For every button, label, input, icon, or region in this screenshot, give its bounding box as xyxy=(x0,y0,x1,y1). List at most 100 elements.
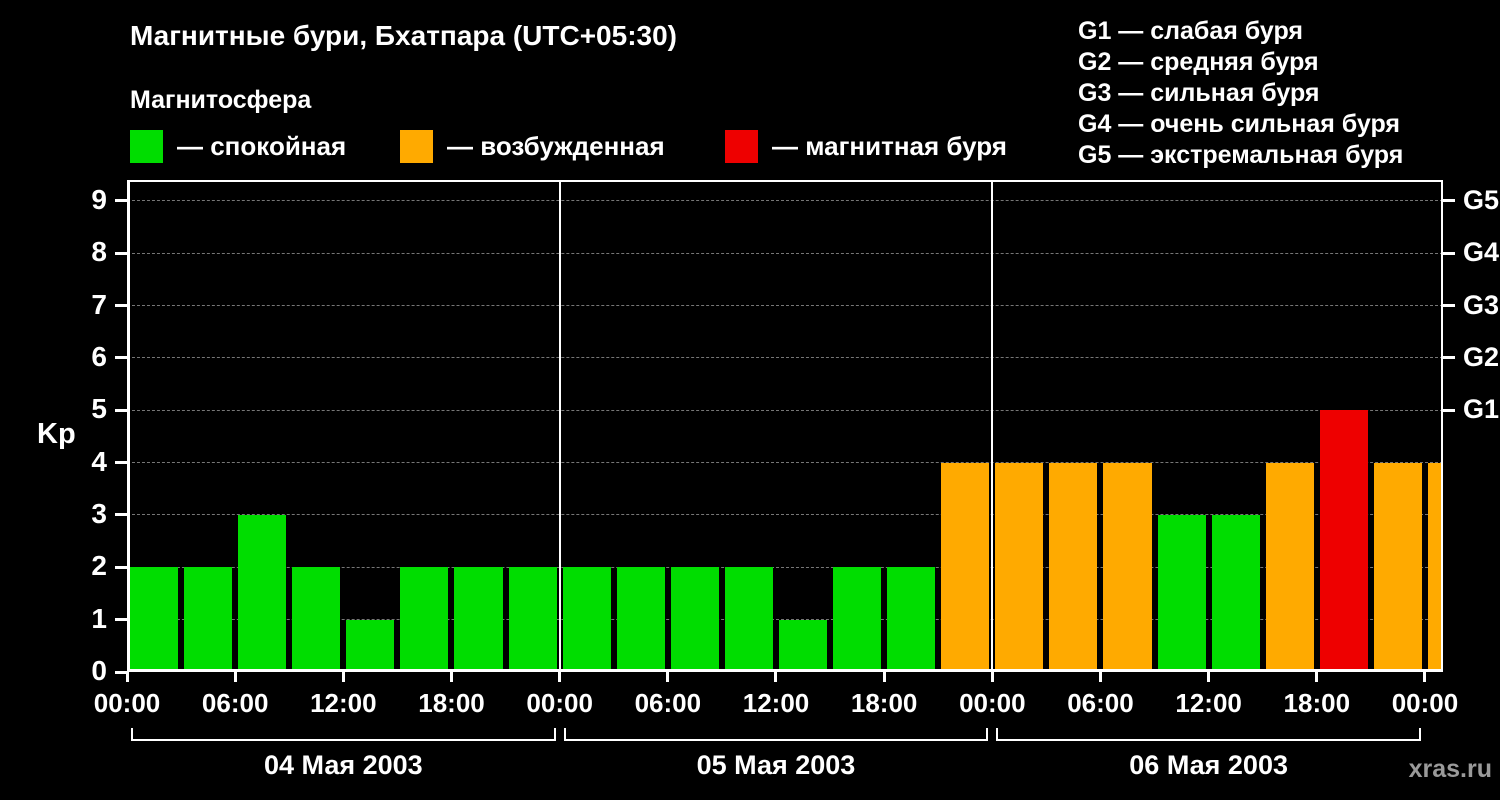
x-tick-label: 00:00 xyxy=(526,688,593,718)
kp-bar xyxy=(1373,462,1422,672)
x-tick-label: 00:00 xyxy=(93,688,161,718)
y-tick-label: 8 xyxy=(91,236,107,268)
day-label: 04 Мая 2003 xyxy=(263,750,423,780)
kp-bar xyxy=(995,462,1044,672)
y-tick xyxy=(115,356,127,360)
g-scale-legend: G1 — слабая буря G2 — средняя буря G3 — си… xyxy=(1078,16,1403,171)
x-tick-label: 12:00 xyxy=(742,688,810,718)
g-legend-line: G5 — экстремальная буря xyxy=(1078,141,1404,169)
g-tick xyxy=(1443,199,1455,203)
y-tick xyxy=(115,251,127,255)
x-tick xyxy=(774,672,778,682)
gridline xyxy=(127,252,1443,254)
y-tick-label: 1 xyxy=(91,602,107,634)
kp-bar xyxy=(941,462,990,672)
kp-bar xyxy=(130,567,179,672)
kp-bar xyxy=(454,567,503,672)
gridline xyxy=(127,566,1443,568)
legend-item-excited: — возбужденная xyxy=(400,130,665,163)
y-tick-label: 5 xyxy=(91,393,107,425)
y-tick xyxy=(115,618,127,622)
gridline xyxy=(127,619,1443,621)
x-tick-label: 18:00 xyxy=(850,688,918,718)
kp-bar xyxy=(724,567,773,672)
gridline xyxy=(127,305,1443,307)
kp-bar xyxy=(1049,462,1098,672)
x-tick xyxy=(449,672,453,682)
quiet-color-swatch xyxy=(130,130,163,163)
day-bracket xyxy=(131,728,556,741)
excited-color-swatch xyxy=(400,130,433,163)
g-legend-line: G4 — очень сильная буря xyxy=(1078,110,1400,138)
y-tick xyxy=(115,565,127,569)
y-tick xyxy=(115,199,127,203)
kp-bar xyxy=(1211,514,1260,672)
y-tick-label: 7 xyxy=(91,288,107,320)
x-tick xyxy=(990,672,994,682)
g-axis-label: G5 xyxy=(1463,184,1500,215)
day-label: 06 Мая 2003 xyxy=(1129,750,1288,780)
gridline xyxy=(127,514,1443,516)
kp-bar xyxy=(184,567,233,672)
g-axis-label: G4 xyxy=(1463,237,1500,268)
kp-bar xyxy=(1103,462,1152,672)
y-tick-label: 0 xyxy=(91,655,107,686)
chart-title: Магнитные бури, Бхатпара (UTC+05:30) xyxy=(130,20,677,51)
kp-bar xyxy=(346,619,395,672)
legend-item-label: — магнитная буря xyxy=(772,131,1007,161)
kp-bar xyxy=(562,567,611,672)
y-axis-title: Kp xyxy=(37,418,76,451)
x-tick xyxy=(125,672,129,682)
x-tick-label: 06:00 xyxy=(1067,688,1134,718)
gridline xyxy=(127,462,1443,464)
day-separator-line xyxy=(991,180,994,672)
kp-bar xyxy=(508,567,557,672)
legend-heading: Магнитосфера xyxy=(130,86,312,114)
x-tick-label: 12:00 xyxy=(1175,688,1242,718)
y-tick xyxy=(115,408,127,412)
kp-bar xyxy=(1157,514,1206,672)
kp-bar xyxy=(1427,462,1443,672)
x-tick-label: 00:00 xyxy=(959,688,1026,718)
gridline xyxy=(127,200,1443,202)
x-tick xyxy=(1315,672,1319,682)
kp-bar xyxy=(887,567,936,672)
day-bracket xyxy=(996,728,1421,741)
gridline xyxy=(127,409,1443,411)
y-tick xyxy=(115,304,127,308)
x-tick xyxy=(558,672,562,682)
g-tick xyxy=(1443,356,1455,360)
y-tick xyxy=(115,461,127,465)
g-tick xyxy=(1443,251,1455,255)
kp-bar xyxy=(778,619,828,672)
g-legend-line: G3 — сильная буря xyxy=(1078,79,1320,107)
legend-item-label: — возбужденная xyxy=(447,131,665,161)
g-axis-label: G2 xyxy=(1463,341,1500,372)
g-axis-label: G1 xyxy=(1463,394,1500,425)
kp-bar xyxy=(1265,462,1314,672)
y-tick-label: 4 xyxy=(91,445,107,477)
bars-area xyxy=(127,180,1443,672)
gridline xyxy=(127,357,1443,359)
legend-item-label: — спокойная xyxy=(177,131,347,161)
day-bracket xyxy=(563,728,989,741)
x-tick xyxy=(1207,672,1211,682)
kp-bar xyxy=(616,567,665,672)
y-tick-label: 9 xyxy=(91,183,107,215)
x-tick xyxy=(1098,672,1102,682)
y-tick-label: 6 xyxy=(91,340,107,372)
y-tick xyxy=(115,513,127,517)
x-tick-label: 12:00 xyxy=(310,688,377,718)
x-tick-label: 06:00 xyxy=(634,688,702,718)
kp-bar xyxy=(292,567,341,672)
y-tick-label: 3 xyxy=(91,497,107,529)
kp-bar xyxy=(833,567,882,672)
g-legend-line: G1 — слабая буря xyxy=(1078,17,1304,45)
g-tick xyxy=(1443,408,1455,412)
storm-color-swatch xyxy=(725,130,758,163)
x-tick xyxy=(882,672,886,682)
y-tick xyxy=(115,670,127,674)
x-tick xyxy=(233,672,237,682)
day-separator-line xyxy=(558,180,561,672)
